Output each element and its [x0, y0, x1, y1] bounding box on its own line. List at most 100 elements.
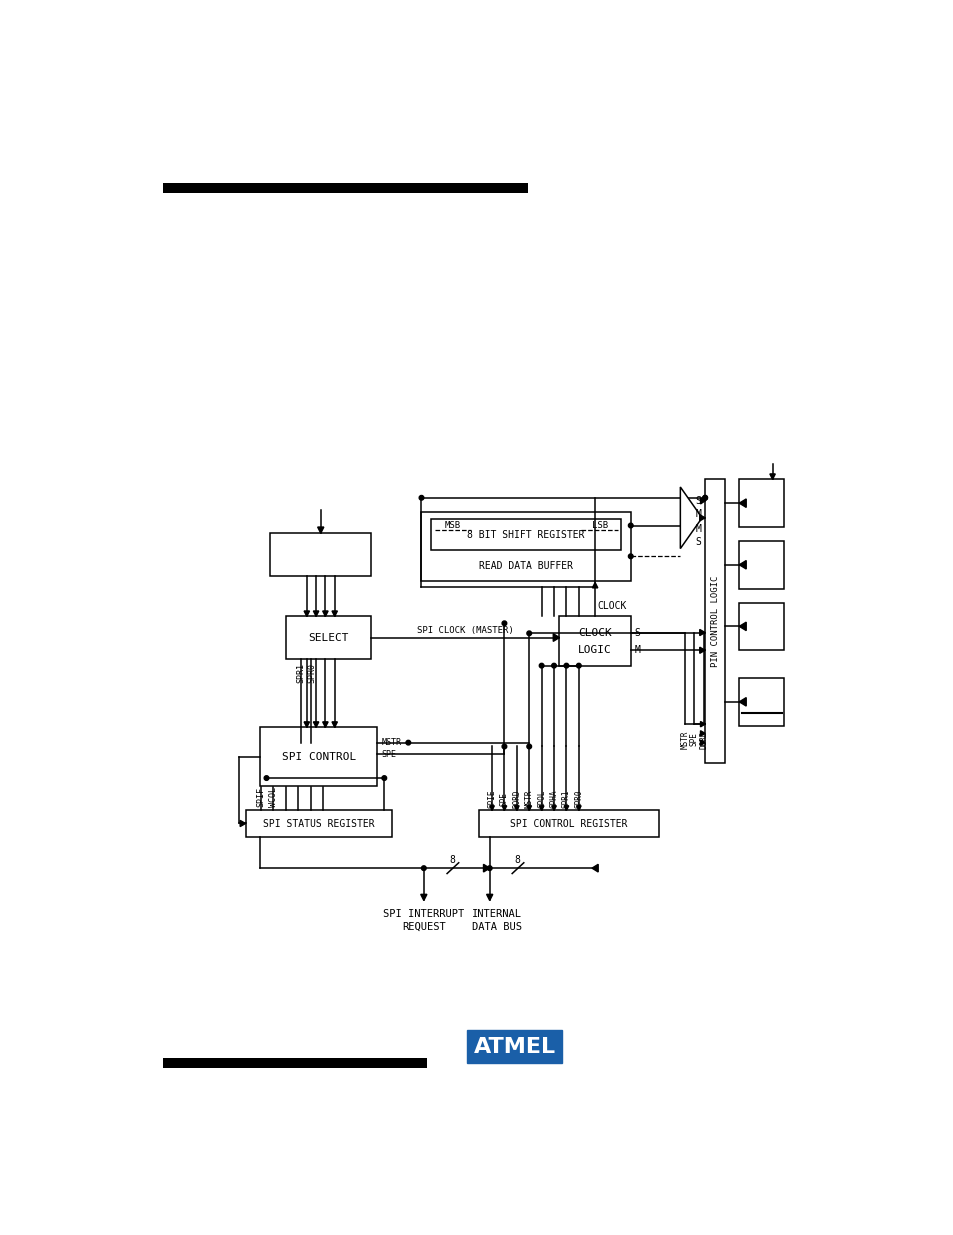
Polygon shape [576, 805, 580, 810]
Text: MSTR: MSTR [679, 730, 689, 748]
Polygon shape [304, 611, 309, 616]
Polygon shape [483, 864, 489, 872]
Bar [245, 810, 392, 837]
Polygon shape [322, 721, 328, 727]
Polygon shape [489, 805, 494, 810]
Text: LSB: LSB [591, 521, 607, 530]
Text: SPI CONTROL: SPI CONTROL [281, 752, 355, 762]
Polygon shape [322, 611, 328, 616]
Polygon shape [304, 721, 309, 727]
Text: DORD: DORD [512, 789, 520, 808]
Polygon shape [240, 820, 245, 826]
Text: SPR1: SPR1 [296, 662, 306, 683]
Polygon shape [769, 474, 775, 479]
Polygon shape [514, 805, 518, 810]
Polygon shape [526, 805, 531, 810]
Polygon shape [699, 647, 704, 653]
Text: INTERNAL: INTERNAL [472, 909, 522, 919]
Polygon shape [739, 499, 745, 508]
Circle shape [526, 631, 531, 636]
Text: LOGIC: LOGIC [578, 645, 611, 656]
Circle shape [406, 740, 410, 745]
Bar [704, 479, 724, 763]
Polygon shape [592, 583, 598, 588]
Text: S: S [634, 627, 640, 637]
Circle shape [381, 776, 386, 781]
Circle shape [418, 495, 423, 500]
Polygon shape [553, 634, 558, 641]
Text: SPI CLOCK (MASTER): SPI CLOCK (MASTER) [416, 626, 513, 635]
Polygon shape [739, 698, 745, 706]
Polygon shape [700, 731, 704, 736]
Polygon shape [739, 622, 745, 631]
Bar [163, 183, 527, 193]
Bar [739, 479, 783, 527]
Circle shape [538, 663, 543, 668]
Bar [558, 615, 630, 666]
Text: MSTR: MSTR [524, 789, 533, 808]
Polygon shape [538, 805, 543, 810]
Polygon shape [739, 561, 745, 569]
Circle shape [702, 495, 707, 500]
Polygon shape [563, 805, 568, 810]
Text: CLOCK: CLOCK [578, 627, 611, 637]
Text: SPIF: SPIF [256, 787, 265, 806]
Polygon shape [332, 721, 337, 727]
Polygon shape [313, 721, 318, 727]
Circle shape [702, 495, 707, 500]
Polygon shape [486, 894, 493, 900]
Text: SPR0: SPR0 [307, 662, 315, 683]
Circle shape [563, 663, 568, 668]
Circle shape [501, 745, 506, 748]
Circle shape [576, 663, 580, 668]
Text: M: M [695, 509, 700, 519]
Text: 8: 8 [449, 856, 455, 866]
Text: DORD: DORD [699, 730, 707, 748]
Circle shape [526, 745, 531, 748]
Circle shape [551, 663, 556, 668]
Text: REQUEST: REQUEST [401, 921, 445, 931]
Text: PIN CONTROL LOGIC: PIN CONTROL LOGIC [710, 576, 719, 667]
Bar [260, 727, 377, 785]
Text: CLOCK: CLOCK [597, 601, 626, 611]
Text: SPI STATUS REGISTER: SPI STATUS REGISTER [263, 819, 375, 829]
Bar [421, 511, 630, 580]
Text: M: M [695, 525, 700, 535]
Text: 8: 8 [514, 856, 520, 866]
Circle shape [421, 866, 426, 871]
Text: MSTR: MSTR [381, 739, 401, 747]
Text: S: S [695, 537, 700, 547]
Text: WCOL: WCOL [269, 787, 277, 806]
Polygon shape [679, 487, 701, 548]
Text: READ DATA BUFFER: READ DATA BUFFER [478, 561, 573, 571]
Polygon shape [332, 611, 337, 616]
Polygon shape [699, 515, 704, 521]
Circle shape [264, 776, 269, 781]
Text: SPR1: SPR1 [561, 789, 570, 808]
Text: ATMEL: ATMEL [473, 1037, 555, 1057]
Text: DATA BUS: DATA BUS [472, 921, 522, 931]
Circle shape [501, 621, 506, 626]
Bar [739, 678, 783, 726]
Text: S: S [695, 496, 700, 506]
Text: SELECT: SELECT [308, 632, 349, 642]
Polygon shape [551, 805, 556, 810]
Text: SPE: SPE [381, 750, 395, 758]
Text: SPR0: SPR0 [574, 789, 582, 808]
Text: SPIE: SPIE [487, 789, 496, 808]
Circle shape [628, 555, 633, 558]
Bar [270, 534, 371, 576]
Polygon shape [700, 721, 704, 727]
Circle shape [628, 524, 633, 527]
Bar [431, 520, 620, 550]
Polygon shape [420, 894, 427, 900]
Text: SPE: SPE [689, 732, 698, 746]
Polygon shape [313, 611, 318, 616]
Bar [478, 810, 659, 837]
Bar [286, 616, 371, 658]
Text: SPI INTERRUPT: SPI INTERRUPT [383, 909, 464, 919]
Text: SPE: SPE [499, 792, 508, 805]
Text: SPI CONTROL REGISTER: SPI CONTROL REGISTER [510, 819, 627, 829]
Bar [163, 1058, 427, 1068]
Text: M: M [634, 645, 640, 656]
